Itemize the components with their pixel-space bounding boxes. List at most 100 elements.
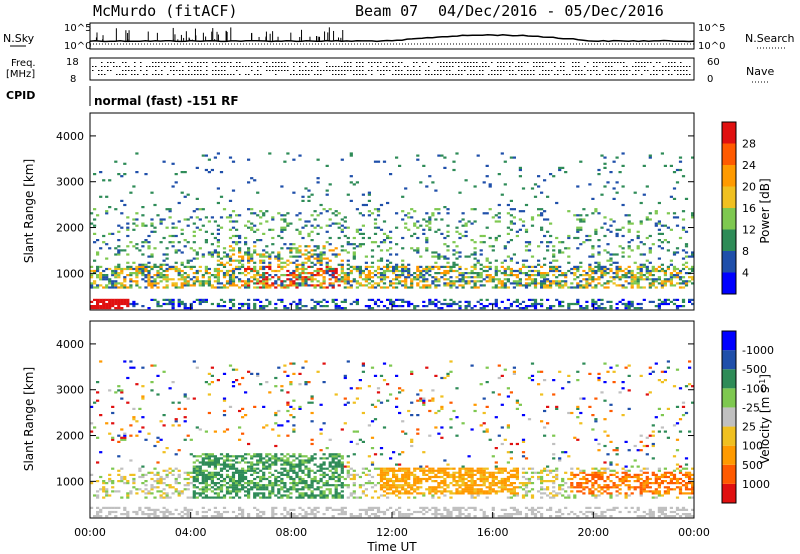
heatmap-cell — [189, 247, 193, 250]
freq-sample — [545, 70, 547, 71]
heatmap-cell — [216, 486, 220, 489]
heatmap-cell — [416, 488, 420, 491]
heatmap-cell — [219, 490, 224, 493]
heatmap-cell — [407, 492, 411, 495]
heatmap-cell — [120, 272, 124, 275]
heatmap-cell — [132, 407, 136, 410]
heatmap-cell — [497, 173, 501, 176]
heatmap-cell — [389, 247, 393, 250]
heatmap-cell — [238, 473, 242, 476]
heatmap-cell — [485, 265, 489, 268]
heatmap-cell — [503, 272, 507, 275]
heatmap-cell — [392, 486, 396, 489]
heatmap-cell — [446, 208, 450, 211]
heatmap-cell — [337, 473, 341, 476]
heatmap-cell — [274, 469, 278, 472]
heatmap-cell — [352, 278, 356, 281]
heatmap-cell — [216, 245, 220, 248]
freq-sample — [326, 70, 328, 71]
heatmap-cell — [410, 274, 414, 277]
heatmap-cell — [298, 218, 302, 221]
heatmap-cell — [117, 272, 121, 275]
freq-sample — [659, 62, 661, 63]
heatmap-cell — [376, 160, 381, 163]
heatmap-cell — [283, 494, 287, 497]
heatmap-cell — [461, 272, 465, 275]
heatmap-cell — [259, 261, 263, 264]
heatmap-cell — [307, 381, 311, 384]
heatmap-cell — [138, 488, 142, 491]
heatmap-cell — [627, 300, 631, 303]
heatmap-cell — [319, 253, 323, 256]
heatmap-cell — [108, 286, 112, 289]
heatmap-cell — [401, 298, 405, 301]
heatmap-cell — [277, 475, 281, 479]
heatmap-cell — [352, 280, 356, 283]
heatmap-cell — [416, 274, 420, 277]
heatmap-cell — [228, 300, 233, 303]
heatmap-cell — [259, 307, 263, 310]
freq-sample — [386, 66, 388, 67]
heatmap-cell — [398, 164, 402, 167]
heatmap-cell — [506, 280, 510, 283]
heatmap-cell — [479, 234, 483, 238]
heatmap-cell — [123, 360, 127, 363]
heatmap-cell — [123, 280, 127, 283]
heatmap-cell — [114, 208, 118, 211]
heatmap-cell — [105, 212, 109, 215]
heatmap-cell — [277, 496, 281, 499]
heatmap-cell — [316, 247, 320, 250]
heatmap-cell — [262, 484, 266, 487]
freq-sample — [215, 66, 217, 67]
heatmap-cell — [256, 191, 260, 194]
freq-sample — [194, 74, 196, 75]
heatmap-cell — [597, 265, 601, 268]
heatmap-cell — [382, 379, 387, 382]
heatmap-cell — [153, 364, 157, 367]
heatmap-cell — [310, 239, 314, 242]
heatmap-cell — [395, 286, 399, 289]
heatmap-cell — [153, 496, 157, 499]
heatmap-cell — [651, 267, 655, 271]
heatmap-cell — [177, 482, 181, 485]
heatmap-cell — [558, 251, 562, 254]
heatmap-cell — [141, 305, 145, 308]
heatmap-cell — [228, 480, 233, 483]
heatmap-cell — [627, 276, 631, 279]
heatmap-cell — [319, 251, 323, 254]
heatmap-cell — [186, 241, 190, 244]
heatmap-cell — [582, 208, 586, 211]
heatmap-cell — [376, 387, 381, 390]
heatmap-cell — [503, 286, 507, 289]
heatmap-cell — [663, 302, 667, 306]
heatmap-cell — [165, 267, 169, 271]
heatmap-cell — [259, 496, 263, 499]
freq-sample — [509, 66, 511, 67]
heatmap-cell — [117, 302, 121, 306]
heatmap-cell — [464, 234, 468, 238]
heatmap-cell — [307, 245, 311, 248]
heatmap-cell — [518, 282, 522, 285]
heatmap-cell — [135, 302, 139, 306]
heatmap-cell — [274, 280, 278, 283]
heatmap-cell — [207, 455, 211, 458]
heatmap-cell — [253, 212, 257, 215]
heatmap-cell — [627, 241, 631, 244]
heatmap-cell — [310, 438, 314, 441]
heatmap-cell — [627, 214, 631, 217]
heatmap-cell — [247, 494, 251, 497]
freq-sample — [527, 70, 529, 71]
heatmap-cell — [298, 407, 302, 410]
heatmap-cell — [183, 471, 187, 474]
freq-sample — [668, 66, 670, 67]
heatmap-cell — [132, 222, 136, 225]
heatmap-cell — [301, 508, 305, 511]
heatmap-cell — [231, 463, 236, 466]
freq-sample — [257, 62, 259, 63]
heatmap-cell — [195, 467, 199, 470]
heatmap-cell — [461, 284, 465, 287]
heatmap-cell — [96, 300, 100, 303]
heatmap-cell — [244, 475, 248, 479]
heatmap-cell — [343, 216, 347, 219]
heatmap-cell — [386, 276, 390, 279]
